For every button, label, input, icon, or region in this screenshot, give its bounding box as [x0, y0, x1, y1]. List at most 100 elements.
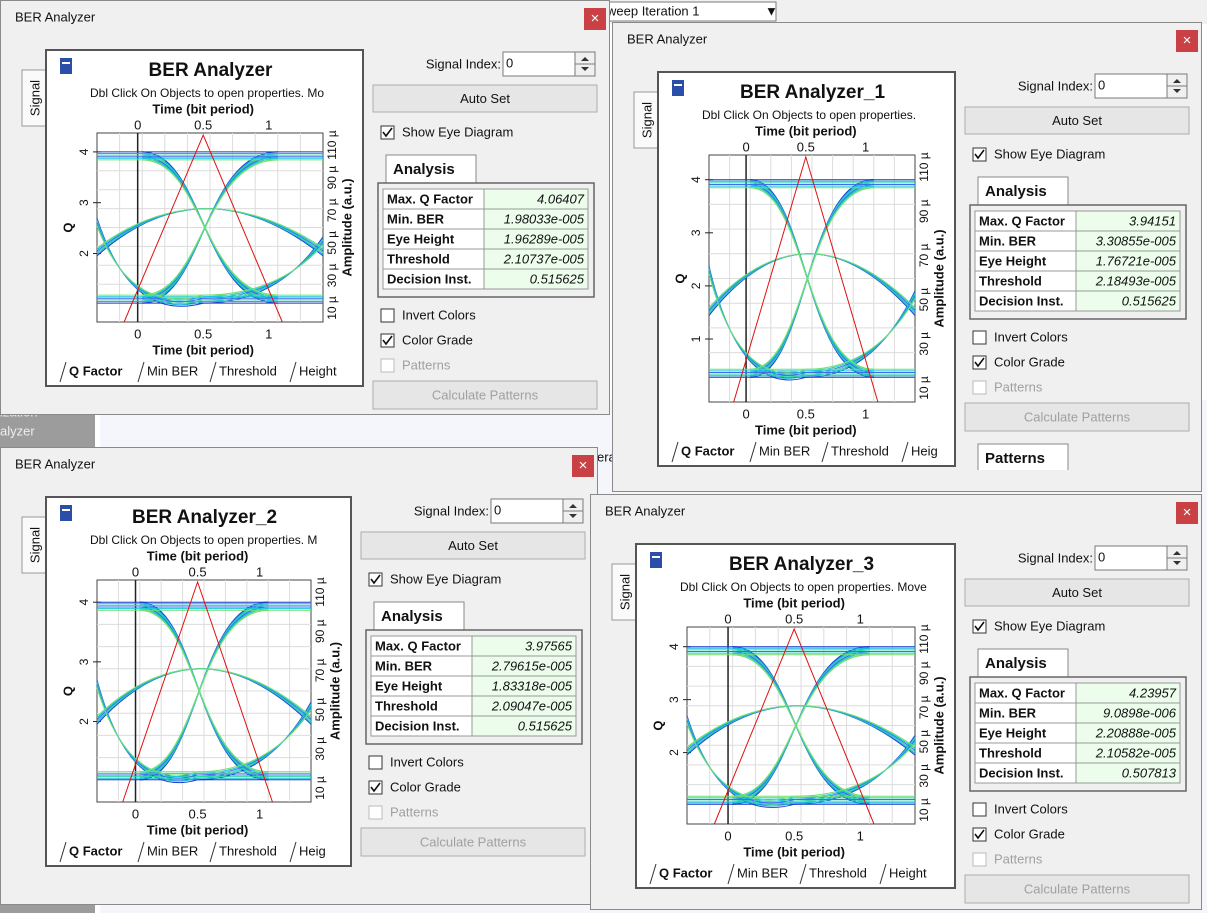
tab-edge[interactable]	[799, 863, 807, 885]
x-tick-label: 0	[132, 564, 139, 579]
sweep-combo-text: weep Iteration 1	[606, 3, 700, 18]
tab-edge[interactable]	[749, 441, 757, 463]
chart-tab[interactable]: Height	[889, 865, 927, 880]
analysis-value: 2.20888e-005	[1095, 725, 1177, 740]
analysis-tab[interactable]	[977, 648, 1069, 677]
chart-tab[interactable]: Threshold	[809, 865, 867, 880]
checkbox[interactable]	[380, 308, 395, 323]
x-axis-title: Time (bit period)	[743, 844, 845, 859]
chart-title: BER Analyzer	[149, 60, 273, 81]
chart-tab[interactable]: Min BER	[147, 843, 198, 858]
button[interactable]	[964, 578, 1190, 607]
tab-edge[interactable]	[137, 841, 145, 863]
tab-edge[interactable]	[727, 863, 735, 885]
eye-trace	[96, 668, 312, 717]
signal-index-input[interactable]	[1094, 545, 1168, 571]
signal-index-input[interactable]	[490, 498, 564, 524]
side-tab[interactable]	[633, 91, 661, 149]
side-tab[interactable]	[21, 69, 49, 127]
window: BER Analyzer × Signal BER Analyzer_2 Dbl Cli…	[0, 447, 598, 905]
chart-tab[interactable]: Heig	[299, 843, 326, 858]
chart-tab[interactable]: Q Factor	[681, 443, 734, 458]
check-mark	[370, 782, 381, 793]
checkbox[interactable]	[368, 755, 383, 770]
y-tick-label: 3	[77, 199, 91, 206]
tab-edge[interactable]	[137, 361, 145, 383]
analysis-value: 4.23957	[1129, 685, 1177, 700]
tab-edge[interactable]	[289, 361, 297, 383]
window: BER Analyzer × Signal BER Analyzer_3 Dbl Cli…	[590, 494, 1202, 910]
y2-tick-label: 10 µ	[917, 798, 931, 822]
close-button[interactable]	[1176, 30, 1198, 52]
analysis-tab[interactable]	[977, 176, 1069, 205]
chart-tab[interactable]: Threshold	[219, 363, 277, 378]
x-tick-label: 0.5	[194, 117, 212, 132]
window-title: BER Analyzer	[605, 503, 686, 518]
analysis-label: Eye Height	[979, 725, 1047, 740]
tab-edge[interactable]	[289, 841, 297, 863]
tab-edge[interactable]	[209, 841, 217, 863]
tab-edge[interactable]	[879, 863, 887, 885]
chart-tab[interactable]: Min BER	[737, 865, 788, 880]
chart-icon	[672, 80, 684, 96]
close-button[interactable]	[584, 8, 606, 30]
signal-index-input[interactable]	[1094, 73, 1168, 99]
chart-tab[interactable]: Min BER	[147, 363, 198, 378]
analysis-tab-label: Analysis	[381, 608, 443, 625]
y2-axis-title: Amplitude (a.u.)	[327, 642, 342, 740]
x-axis-title: Time (bit period)	[152, 342, 254, 357]
analysis-tab-label: Analysis	[985, 655, 1047, 672]
checkbox-label: Patterns	[402, 357, 451, 372]
button[interactable]	[372, 84, 598, 113]
button[interactable]	[964, 402, 1190, 432]
chart-tab[interactable]: Threshold	[219, 843, 277, 858]
y2-tick-label: 90 µ	[917, 199, 931, 223]
chart-tab[interactable]: Q Factor	[659, 865, 712, 880]
signal-index-value: 0	[1098, 549, 1105, 564]
y2-axis-title: Amplitude (a.u.)	[931, 229, 946, 327]
chart-subtitle: Dbl Click On Objects to open properties.…	[90, 533, 317, 547]
tab-edge[interactable]	[59, 361, 67, 383]
analysis-value: 0.515625	[530, 271, 585, 286]
close-button[interactable]	[1176, 502, 1198, 524]
chart-tab[interactable]: Q Factor	[69, 843, 122, 858]
chart-tab[interactable]: Q Factor	[69, 363, 122, 378]
button[interactable]	[964, 874, 1190, 904]
button[interactable]	[360, 531, 586, 560]
check-mark	[370, 574, 381, 585]
analysis-value: 3.30855e-005	[1096, 233, 1177, 248]
signal-index-label: Signal Index:	[1018, 78, 1093, 93]
value-cell	[471, 715, 577, 737]
patterns-tab[interactable]	[977, 443, 1069, 470]
tab-edge[interactable]	[59, 841, 67, 863]
checkbox[interactable]	[972, 802, 987, 817]
chart-title: BER Analyzer_2	[132, 507, 277, 528]
chart-subtitle: Dbl Click On Objects to open properties.…	[680, 580, 927, 594]
button[interactable]	[372, 380, 598, 410]
y-tick-label: 4	[689, 176, 703, 183]
analysis-tab[interactable]	[385, 154, 477, 183]
tab-edge[interactable]	[671, 441, 679, 463]
threshold-curve	[122, 580, 273, 803]
tab-edge[interactable]	[209, 361, 217, 383]
tab-edge[interactable]	[821, 441, 829, 463]
button[interactable]	[360, 827, 586, 857]
analysis-tab[interactable]	[373, 601, 465, 630]
checkbox-label: Color Grade	[390, 779, 461, 794]
signal-index-input[interactable]	[502, 51, 576, 77]
chart-tab[interactable]: Min BER	[759, 443, 810, 458]
checkbox[interactable]	[972, 330, 987, 345]
button[interactable]	[964, 106, 1190, 135]
close-icon: ×	[579, 457, 588, 474]
close-button[interactable]	[572, 455, 594, 477]
chart-panel: BER Analyzer_2 Dbl Click On Objects to op…	[59, 505, 342, 863]
chart-tab[interactable]: Heig	[911, 443, 938, 458]
tab-edge[interactable]	[901, 441, 909, 463]
chart-tab[interactable]: Threshold	[831, 443, 889, 458]
signal-index-label: Signal Index:	[426, 56, 501, 71]
chart-icon-line	[62, 509, 70, 511]
chart-tab[interactable]: Height	[299, 363, 337, 378]
tab-edge[interactable]	[649, 863, 657, 885]
